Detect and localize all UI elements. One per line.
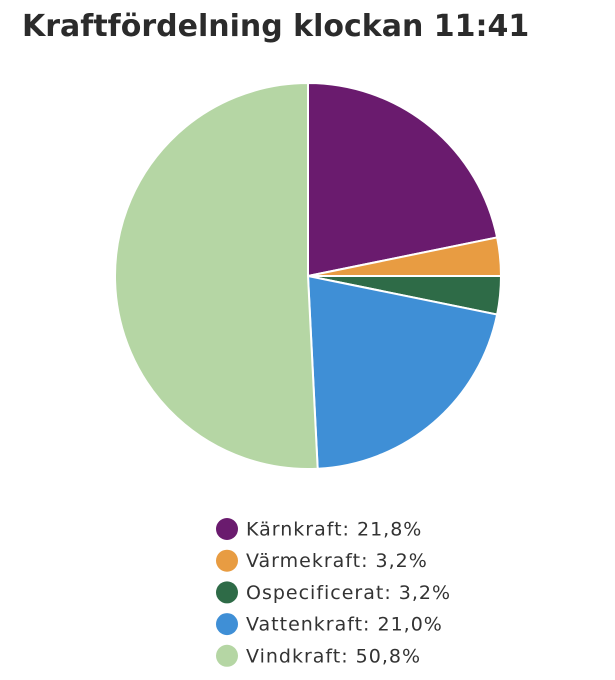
pie-slice xyxy=(306,274,499,470)
legend-swatch xyxy=(216,581,238,604)
legend-swatch xyxy=(216,549,238,572)
legend-label: Ospecificerat: 3,2% xyxy=(246,582,451,604)
pie-slice xyxy=(307,81,499,278)
legend-label: Värmekraft: 3,2% xyxy=(246,550,428,572)
legend-label: Vindkraft: 50,8% xyxy=(246,645,421,667)
legend-swatch xyxy=(216,644,238,667)
legend-swatch xyxy=(216,613,238,636)
pie-slice xyxy=(114,81,319,470)
legend-swatch xyxy=(216,518,238,540)
legend-label: Kärnkraft: 21,8% xyxy=(246,519,422,541)
legend-label: Vattenkraft: 21,0% xyxy=(246,614,443,636)
chart-title: Kraftfördelning klockan 11:41 xyxy=(22,9,529,44)
